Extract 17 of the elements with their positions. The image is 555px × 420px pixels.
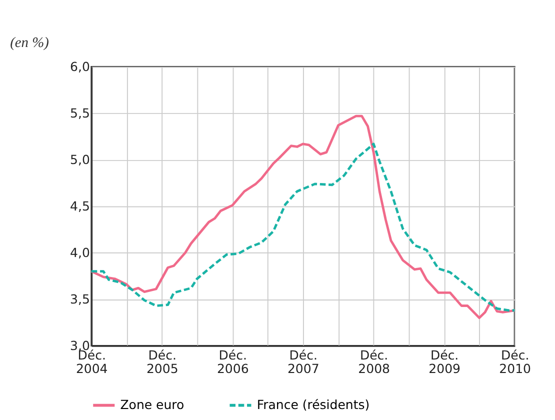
x-tick-label: Déc. 2010 [499,348,532,376]
line-series [90,142,516,312]
y-tick-label: 5,0 [70,152,90,168]
x-tick-label: Déc. 2005 [146,348,178,376]
y-tick-label: 4,0 [70,245,90,260]
y-tick-label: 4,5 [70,198,90,214]
line-series [90,114,516,320]
x-tick-label: Déc. 2008 [358,348,390,376]
legend-label: Zone euro [120,397,184,412]
y-tick-label: 5,5 [70,106,90,121]
y-tick-label: 6,0 [70,59,90,74]
y-axis-title: (en %) [10,35,50,52]
y-tick-label: 3,5 [70,292,90,307]
x-tick-label: Déc. 2006 [216,348,249,376]
x-tick-label: Déc. 2007 [287,348,320,376]
x-tick-label: Déc. 2009 [428,348,461,376]
legend-label: France (résidents) [256,397,370,412]
